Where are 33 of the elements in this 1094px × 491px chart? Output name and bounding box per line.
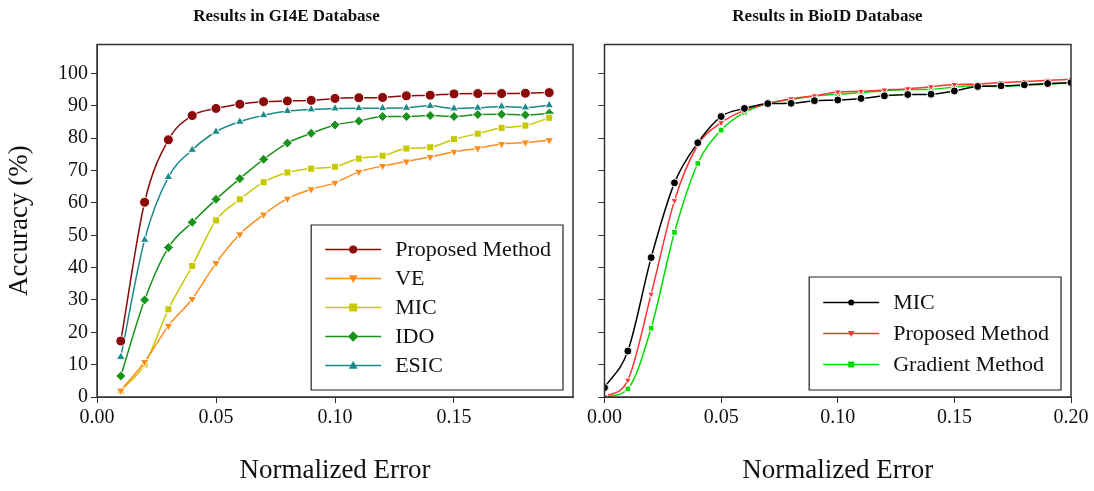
legend-label: Proposed Method (893, 320, 1049, 346)
chart-title: Results in GI4E Database (193, 5, 381, 25)
y-tick-label: 40 (68, 254, 88, 277)
y-tick-label: 20 (68, 319, 88, 342)
x-tick-label: 0.10 (820, 405, 856, 428)
x-tick-label: 0.05 (198, 405, 234, 428)
x-tick-label: 0.00 (587, 405, 622, 428)
x-axis-title: Normalized Error (742, 453, 934, 484)
legend-label: MIC (395, 294, 437, 320)
legend-label: Proposed Method (395, 236, 551, 262)
y-tick-label: 90 (68, 93, 88, 116)
y-tick-label: 60 (68, 190, 88, 213)
legend-label: IDO (395, 323, 435, 349)
y-tick-label: 100 (58, 60, 88, 83)
x-tick-label: 0.00 (79, 405, 115, 428)
legend-label: ESIC (395, 352, 443, 378)
x-axis-title: Normalized Error (239, 453, 431, 484)
x-tick-label: 0.20 (1053, 405, 1089, 428)
y-tick-label: 0 (78, 384, 88, 407)
x-tick-label: 0.05 (703, 405, 739, 428)
y-tick-label: 80 (68, 125, 88, 148)
y-axis-title: Accuracy (%) (3, 145, 34, 297)
y-tick-label: 50 (68, 222, 88, 245)
x-tick-label: 0.10 (317, 405, 353, 428)
x-tick-label: 0.15 (436, 405, 472, 428)
y-tick-label: 10 (68, 351, 88, 374)
x-tick-label: 0.15 (936, 405, 972, 428)
legend-label: VE (395, 265, 425, 291)
legend-label: MIC (893, 289, 935, 315)
y-tick-label: 30 (68, 287, 88, 310)
legend-label: Gradient Method (893, 351, 1045, 377)
y-tick-label: 70 (68, 157, 88, 180)
chart-title: Results in BioID Database (732, 5, 924, 25)
